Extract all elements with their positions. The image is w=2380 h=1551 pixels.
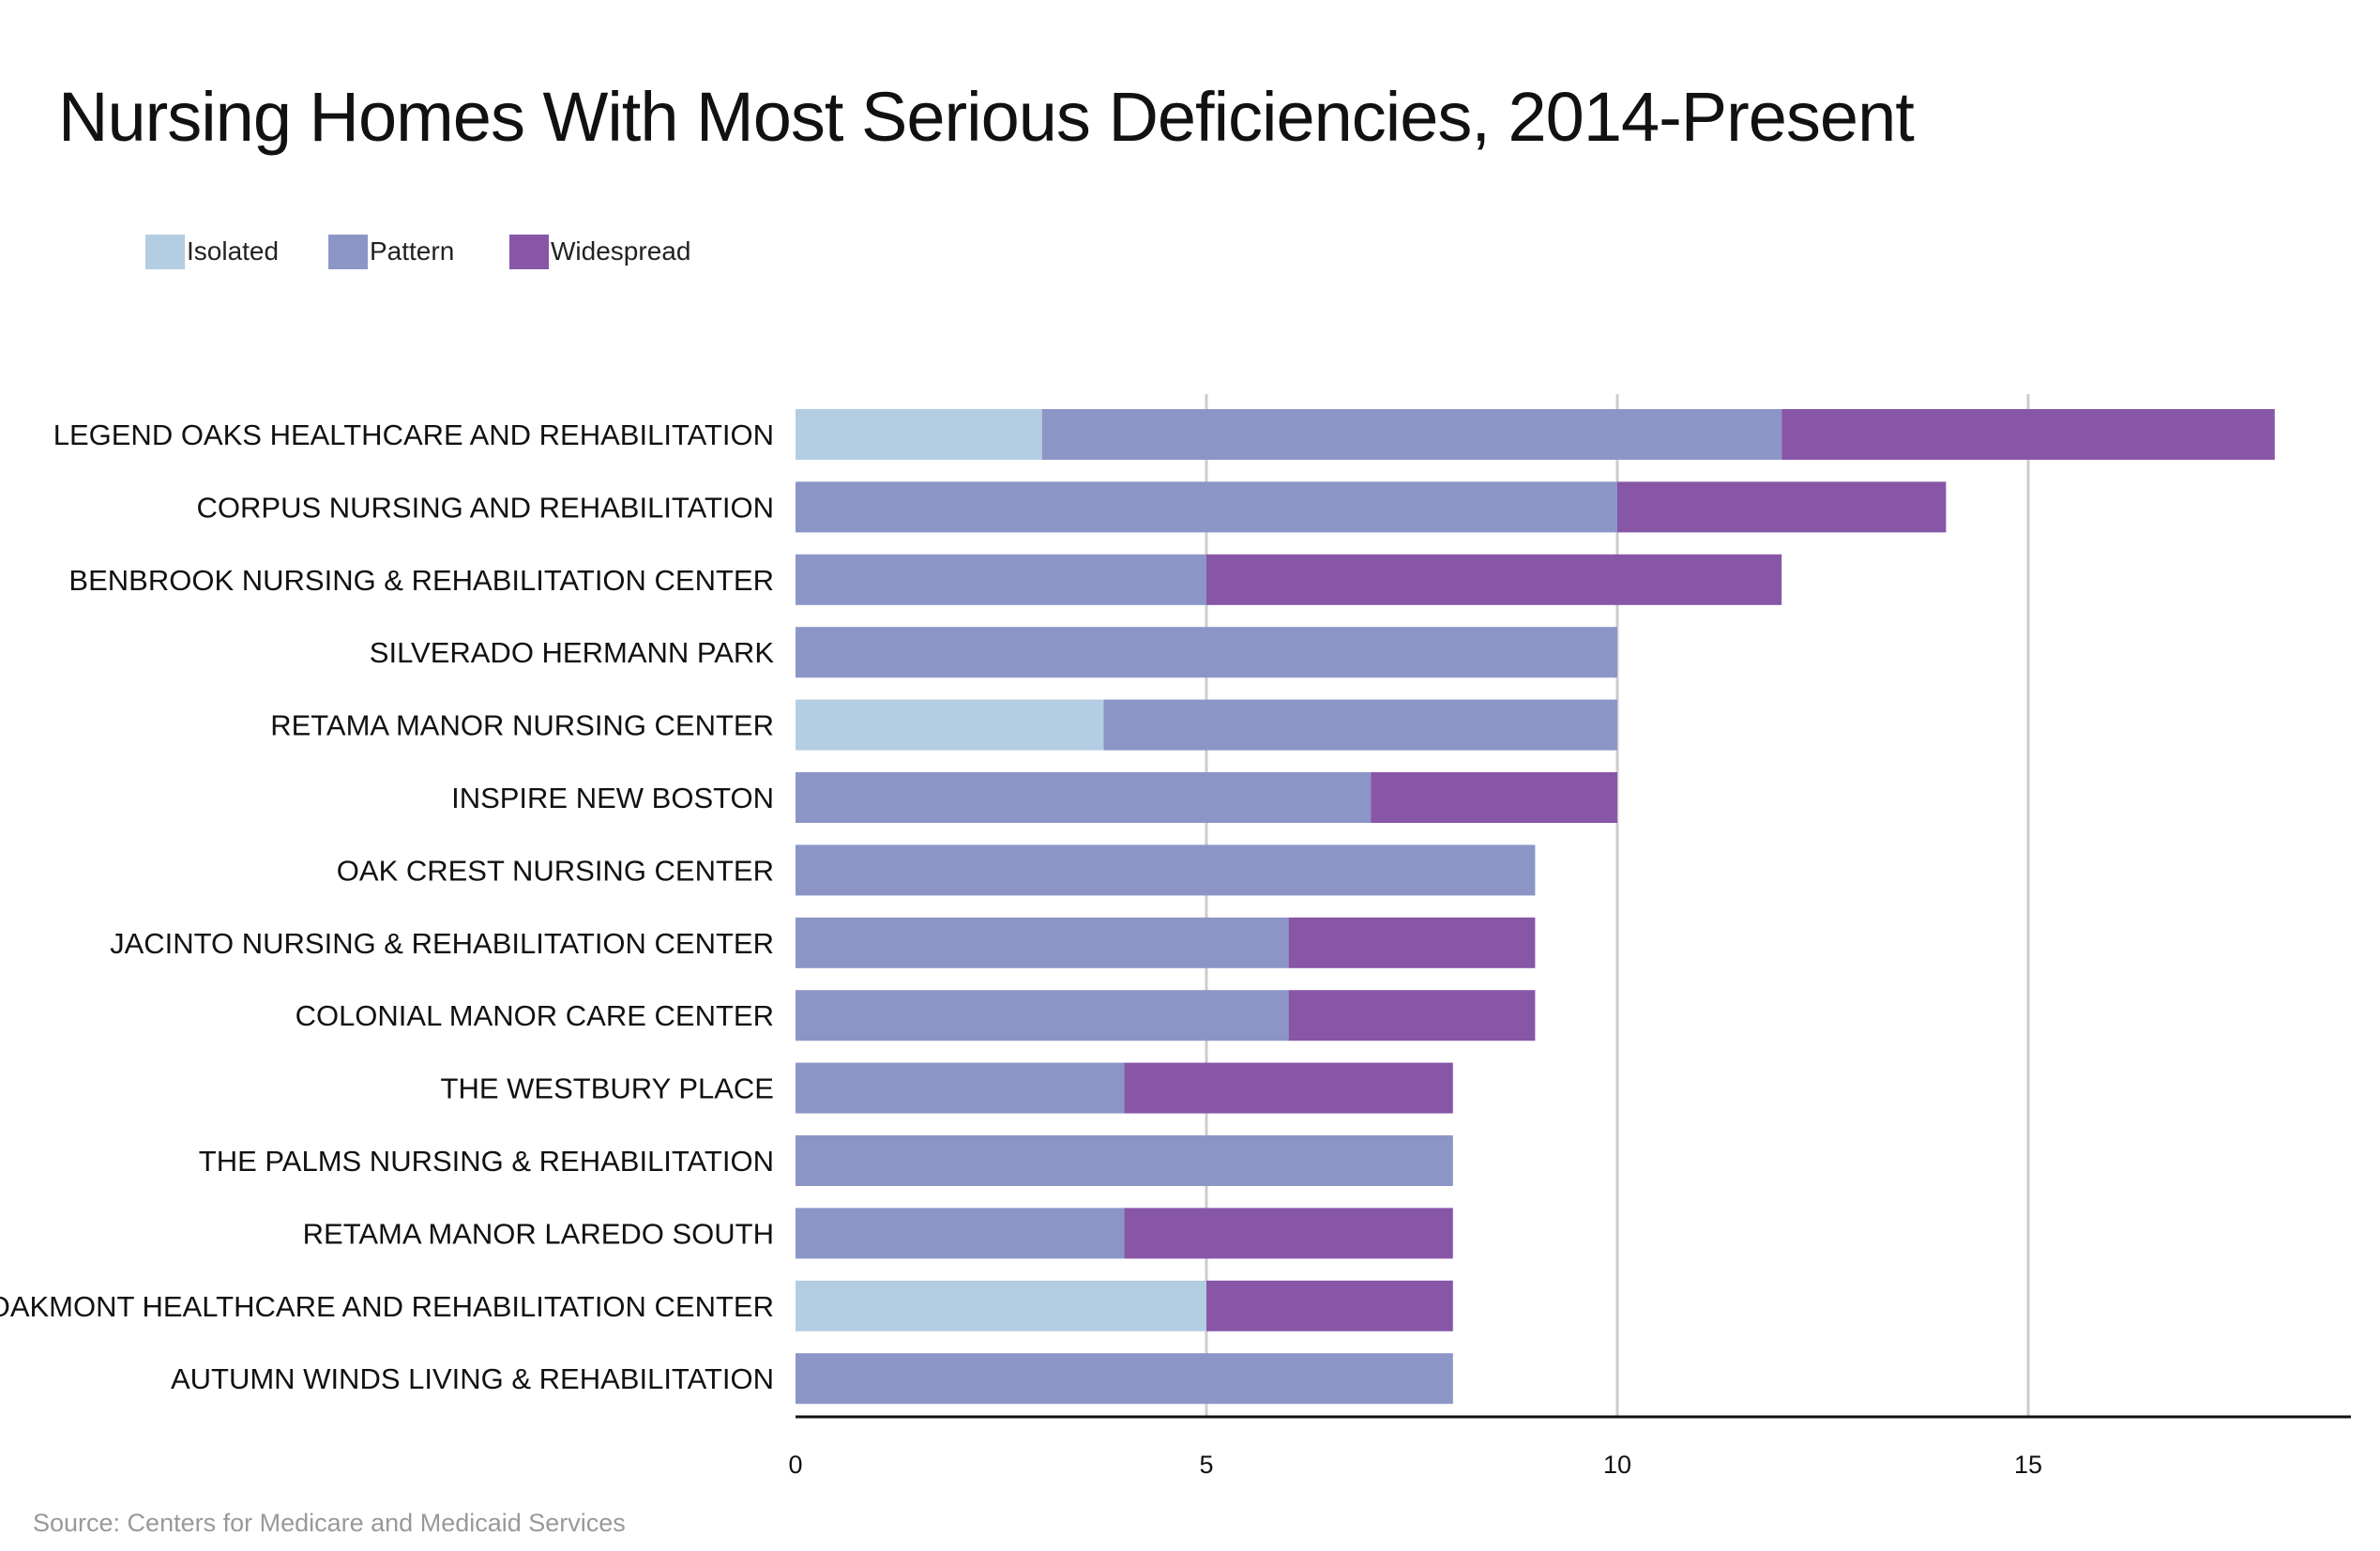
x-axis: 0 5 10 15 (788, 1415, 2351, 1479)
chart-title: Nursing Homes With Most Serious Deficien… (58, 78, 1915, 156)
bar-pattern-benbrook-nursing-rehabilitation-center (796, 554, 1206, 605)
category-label: INSPIRE NEW BOSTON (451, 782, 774, 814)
source-note: Source: Centers for Medicare and Medicai… (33, 1509, 626, 1537)
grid-lines (1205, 394, 2030, 1417)
category-label: SILVERADO HERMANN PARK (370, 636, 775, 669)
bar-widespread-benbrook-nursing-rehabilitation-center (1206, 554, 1782, 605)
category-label: COLONIAL MANOR CARE CENTER (296, 999, 774, 1032)
category-label: BENBROOK NURSING & REHABILITATION CENTER (68, 564, 774, 597)
bar-pattern-corpus-nursing-and-rehabilitation (796, 481, 1617, 533)
bar-widespread-colonial-manor-care-center (1288, 990, 1536, 1042)
legend-swatch-isolated (145, 235, 185, 269)
bar-widespread-inspire-new-boston (1371, 772, 1617, 823)
bars (796, 409, 2275, 1405)
bar-widespread-jacinto-nursing-rehabilitation-center (1288, 917, 1536, 968)
category-label: RETAMA MANOR NURSING CENTER (270, 709, 774, 742)
bar-isolated-legend-oaks-healthcare-and-rehabilitation (796, 409, 1042, 460)
bar-pattern-inspire-new-boston (796, 772, 1372, 823)
category-labels: LEGEND OAKS HEALTHCARE AND REHABILITATIO… (0, 418, 774, 1395)
bar-pattern-colonial-manor-care-center (796, 990, 1289, 1042)
bar-pattern-the-westbury-place (796, 1062, 1125, 1114)
bar-pattern-retama-manor-laredo-south (796, 1208, 1125, 1259)
x-tick-label: 5 (1199, 1451, 1213, 1479)
legend-swatch-widespread (509, 235, 549, 269)
legend-label-widespread: Widespread (551, 236, 691, 266)
category-label: AUTUMN WINDS LIVING & REHABILITATION (171, 1362, 774, 1395)
bar-isolated-oakmont-healthcare-and-rehabilitation-center (796, 1280, 1206, 1331)
bar-widespread-the-westbury-place (1124, 1062, 1453, 1114)
bar-pattern-jacinto-nursing-rehabilitation-center (796, 917, 1289, 968)
bar-pattern-autumn-winds-living-rehabilitation (796, 1353, 1453, 1405)
bar-pattern-the-palms-nursing-rehabilitation (796, 1135, 1453, 1186)
bar-isolated-retama-manor-nursing-center (796, 699, 1104, 751)
bar-pattern-oak-crest-nursing-center (796, 844, 1536, 896)
bar-pattern-legend-oaks-healthcare-and-rehabilitation (1041, 409, 1782, 460)
category-label: OAK CREST NURSING CENTER (337, 854, 774, 887)
bar-widespread-legend-oaks-healthcare-and-rehabilitation (1781, 409, 2275, 460)
x-tick-label: 15 (2014, 1451, 2042, 1479)
legend-swatch-pattern (328, 235, 368, 269)
x-tick-label: 10 (1603, 1451, 1631, 1479)
bar-widespread-retama-manor-laredo-south (1124, 1208, 1453, 1259)
category-label: THE PALMS NURSING & REHABILITATION (199, 1145, 774, 1178)
category-label: JACINTO NURSING & REHABILITATION CENTER (110, 927, 774, 960)
category-label: RETAMA MANOR LAREDO SOUTH (303, 1217, 774, 1250)
bar-widespread-corpus-nursing-and-rehabilitation (1617, 481, 1947, 533)
category-label: LEGEND OAKS HEALTHCARE AND REHABILITATIO… (53, 418, 774, 451)
category-label: CORPUS NURSING AND REHABILITATION (197, 491, 775, 524)
category-label: OAKMONT HEALTHCARE AND REHABILITATION CE… (0, 1290, 774, 1323)
bar-widespread-oakmont-healthcare-and-rehabilitation-center (1206, 1280, 1453, 1331)
bar-pattern-silverado-hermann-park (796, 627, 1617, 678)
bar-pattern-retama-manor-nursing-center (1103, 699, 1617, 751)
legend-label-isolated: Isolated (187, 236, 280, 266)
category-label: THE WESTBURY PLACE (441, 1072, 774, 1105)
legend-label-pattern: Pattern (370, 236, 455, 266)
x-tick-label: 0 (788, 1451, 802, 1479)
